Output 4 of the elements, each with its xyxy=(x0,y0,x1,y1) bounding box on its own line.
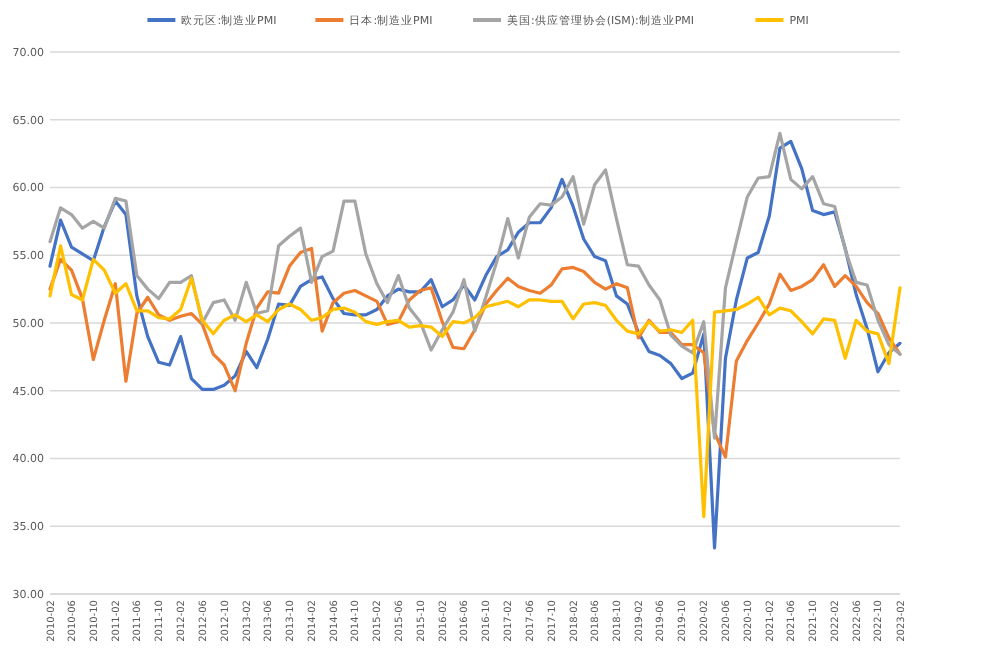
line-series xyxy=(48,244,902,519)
line-series xyxy=(48,139,902,550)
line-series xyxy=(48,246,902,459)
line-series xyxy=(48,131,902,440)
